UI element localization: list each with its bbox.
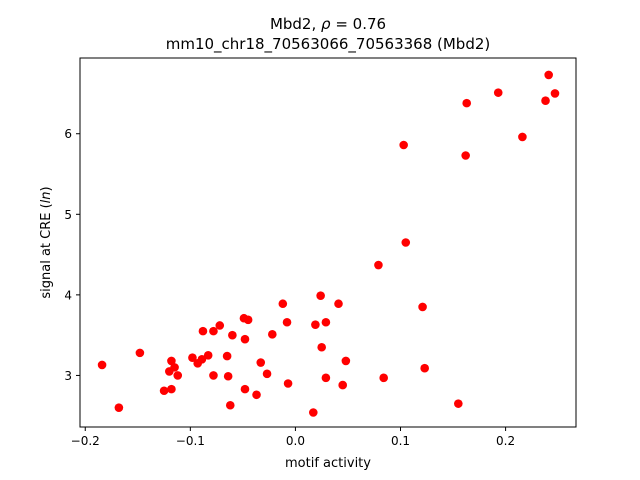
- data-point: [541, 96, 550, 105]
- data-point: [341, 356, 351, 366]
- data-point: [240, 384, 250, 394]
- x-axis-label: motif activity: [285, 456, 371, 471]
- data-point: [311, 320, 320, 329]
- data-point: [317, 342, 326, 352]
- x-tick-label: 0.0: [286, 434, 305, 448]
- chart-title-line2: mm10_chr18_70563066_70563368 (Mbd2): [166, 35, 491, 54]
- data-point: [222, 351, 232, 361]
- data-point: [243, 315, 253, 325]
- data-point: [198, 326, 208, 336]
- data-point: [203, 350, 213, 360]
- x-tick-label: −0.1: [176, 434, 205, 448]
- data-point: [135, 348, 145, 358]
- data-point: [228, 330, 237, 340]
- data-point: [278, 299, 288, 309]
- data-point: [252, 390, 261, 400]
- y-tick-label: 4: [64, 288, 72, 302]
- data-point: [544, 70, 553, 80]
- data-point: [209, 326, 218, 336]
- y-tick-label: 6: [64, 127, 72, 141]
- data-point: [338, 380, 348, 390]
- data-point: [223, 371, 233, 381]
- data-point: [462, 98, 472, 108]
- data-point: [268, 330, 277, 339]
- title-rho-value: = 0.76: [331, 15, 387, 33]
- data-point: [262, 369, 272, 379]
- data-point: [379, 373, 388, 383]
- data-point: [454, 399, 463, 408]
- y-axis-label: signal at CRE (ln): [39, 186, 54, 298]
- data-point: [225, 400, 235, 410]
- y-tick-label: 5: [64, 208, 72, 222]
- data-point: [401, 238, 411, 247]
- data-point: [518, 132, 527, 142]
- data-point: [167, 384, 176, 394]
- data-point: [159, 386, 169, 396]
- data-point: [308, 408, 318, 417]
- data-point: [209, 371, 218, 380]
- data-point: [114, 403, 124, 412]
- plot-frame: [79, 57, 577, 428]
- data-point: [215, 321, 225, 330]
- data-point: [461, 151, 470, 160]
- data-point: [197, 355, 207, 364]
- x-tick-label: 0.2: [496, 434, 515, 448]
- data-point: [418, 302, 427, 312]
- data-point: [374, 260, 383, 270]
- data-point: [283, 379, 293, 388]
- y-axis-ticks: 3 4 5 6: [64, 127, 80, 383]
- data-point: [240, 334, 250, 344]
- chart-title-line1: Mbd2, ρ = 0.76: [270, 15, 386, 33]
- data-point: [167, 356, 176, 366]
- x-axis-ticks: −0.2 −0.1 0.0 0.1 0.2: [71, 427, 515, 448]
- data-point: [170, 363, 179, 372]
- data-point: [321, 317, 331, 327]
- data-point: [256, 358, 266, 367]
- y-tick-label: 3: [64, 369, 72, 383]
- data-points: [97, 70, 560, 417]
- y-axis-label-suffix: ): [39, 186, 54, 191]
- data-point: [399, 140, 408, 150]
- data-point: [334, 299, 343, 309]
- data-point: [173, 371, 183, 380]
- x-tick-label: −0.2: [71, 434, 100, 448]
- data-point: [97, 360, 107, 370]
- data-point: [188, 353, 197, 363]
- y-axis-label-italic: ln: [39, 191, 54, 203]
- data-point: [282, 317, 292, 327]
- data-point: [420, 363, 429, 373]
- y-axis-label-prefix: signal at CRE (: [39, 203, 54, 298]
- data-point: [316, 291, 325, 300]
- x-tick-label: 0.1: [391, 434, 410, 448]
- title-rho-symbol: ρ: [321, 15, 331, 33]
- data-point: [550, 89, 560, 98]
- data-point: [321, 373, 331, 383]
- title-text: Mbd2,: [270, 15, 321, 33]
- data-point: [493, 88, 503, 97]
